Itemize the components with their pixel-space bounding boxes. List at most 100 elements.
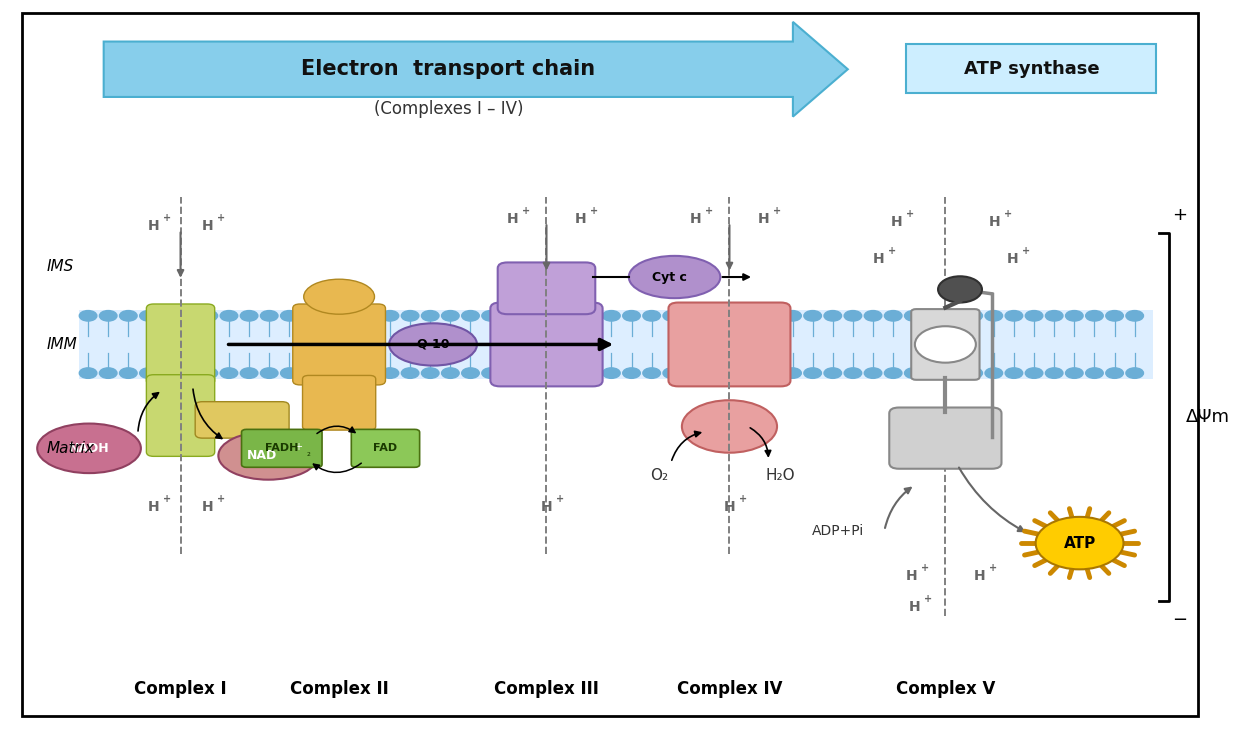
Circle shape [422,368,439,378]
Text: O₂: O₂ [649,468,668,483]
Text: H: H [974,569,986,583]
Circle shape [502,311,520,321]
Circle shape [140,311,157,321]
Text: NAD: NAD [247,449,277,462]
Circle shape [361,311,379,321]
Circle shape [320,368,339,378]
Circle shape [281,368,298,378]
Ellipse shape [628,256,720,298]
Circle shape [1065,311,1084,321]
Circle shape [1006,311,1023,321]
Text: +: + [738,494,747,504]
FancyBboxPatch shape [146,375,215,456]
Circle shape [884,311,902,321]
Circle shape [442,311,459,321]
Text: IMM: IMM [46,337,77,351]
Text: +: + [705,206,713,216]
Circle shape [140,368,157,378]
Circle shape [1065,368,1084,378]
Circle shape [461,368,479,378]
Circle shape [381,311,398,321]
FancyBboxPatch shape [293,304,386,385]
Text: Complex I: Complex I [135,680,226,698]
Text: H: H [905,569,917,583]
Circle shape [1126,368,1143,378]
FancyBboxPatch shape [351,429,419,467]
Circle shape [200,311,218,321]
FancyBboxPatch shape [241,429,322,467]
Circle shape [341,368,359,378]
Circle shape [1045,368,1063,378]
Circle shape [442,368,459,378]
Text: Complex V: Complex V [896,680,995,698]
Circle shape [724,368,741,378]
Circle shape [401,368,419,378]
Circle shape [179,311,198,321]
Circle shape [79,368,96,378]
Circle shape [924,368,943,378]
Text: +: + [924,593,933,604]
Text: +: + [590,206,599,216]
Ellipse shape [390,324,477,366]
Text: H: H [202,499,213,514]
Circle shape [915,327,976,363]
Circle shape [320,311,339,321]
Text: −: − [1171,611,1188,628]
Circle shape [301,368,318,378]
Circle shape [261,311,278,321]
Circle shape [704,311,721,321]
Polygon shape [104,22,847,117]
Text: Q-10: Q-10 [417,338,450,351]
Circle shape [542,368,560,378]
Text: +: + [888,246,896,256]
Text: Cyt c: Cyt c [652,270,687,284]
Text: Complex III: Complex III [494,680,599,698]
FancyBboxPatch shape [889,408,1002,469]
Circle shape [120,311,137,321]
Circle shape [341,311,359,321]
Circle shape [160,368,177,378]
Text: +: + [905,209,914,219]
Circle shape [985,368,1003,378]
Circle shape [743,311,761,321]
Circle shape [240,368,257,378]
Circle shape [602,311,620,321]
Circle shape [401,311,419,321]
Circle shape [220,368,238,378]
Circle shape [1045,311,1063,321]
Circle shape [945,368,962,378]
FancyBboxPatch shape [497,262,595,314]
Circle shape [563,368,580,378]
Text: +: + [293,442,302,452]
Circle shape [804,311,821,321]
Circle shape [160,311,177,321]
Circle shape [844,368,862,378]
Circle shape [724,311,741,321]
Text: +: + [1022,246,1030,256]
FancyBboxPatch shape [668,303,790,386]
Text: +: + [1173,206,1188,224]
Text: H: H [506,211,518,226]
Text: Complex IV: Complex IV [677,680,782,698]
Ellipse shape [682,400,777,453]
Circle shape [763,368,782,378]
Text: ATP synthase: ATP synthase [964,60,1100,77]
Text: FADH: FADH [265,443,298,453]
FancyBboxPatch shape [79,310,1153,379]
Circle shape [1106,368,1123,378]
Text: H: H [909,599,920,614]
Ellipse shape [37,424,141,473]
Text: NADH: NADH [69,442,109,455]
Circle shape [461,311,479,321]
Circle shape [240,311,257,321]
Text: H: H [541,499,552,514]
Circle shape [381,368,398,378]
Ellipse shape [304,279,375,314]
Text: H: H [988,215,999,230]
Ellipse shape [219,432,318,480]
Circle shape [643,311,661,321]
Circle shape [643,368,661,378]
FancyBboxPatch shape [146,304,215,385]
Circle shape [1006,368,1023,378]
Circle shape [542,311,560,321]
